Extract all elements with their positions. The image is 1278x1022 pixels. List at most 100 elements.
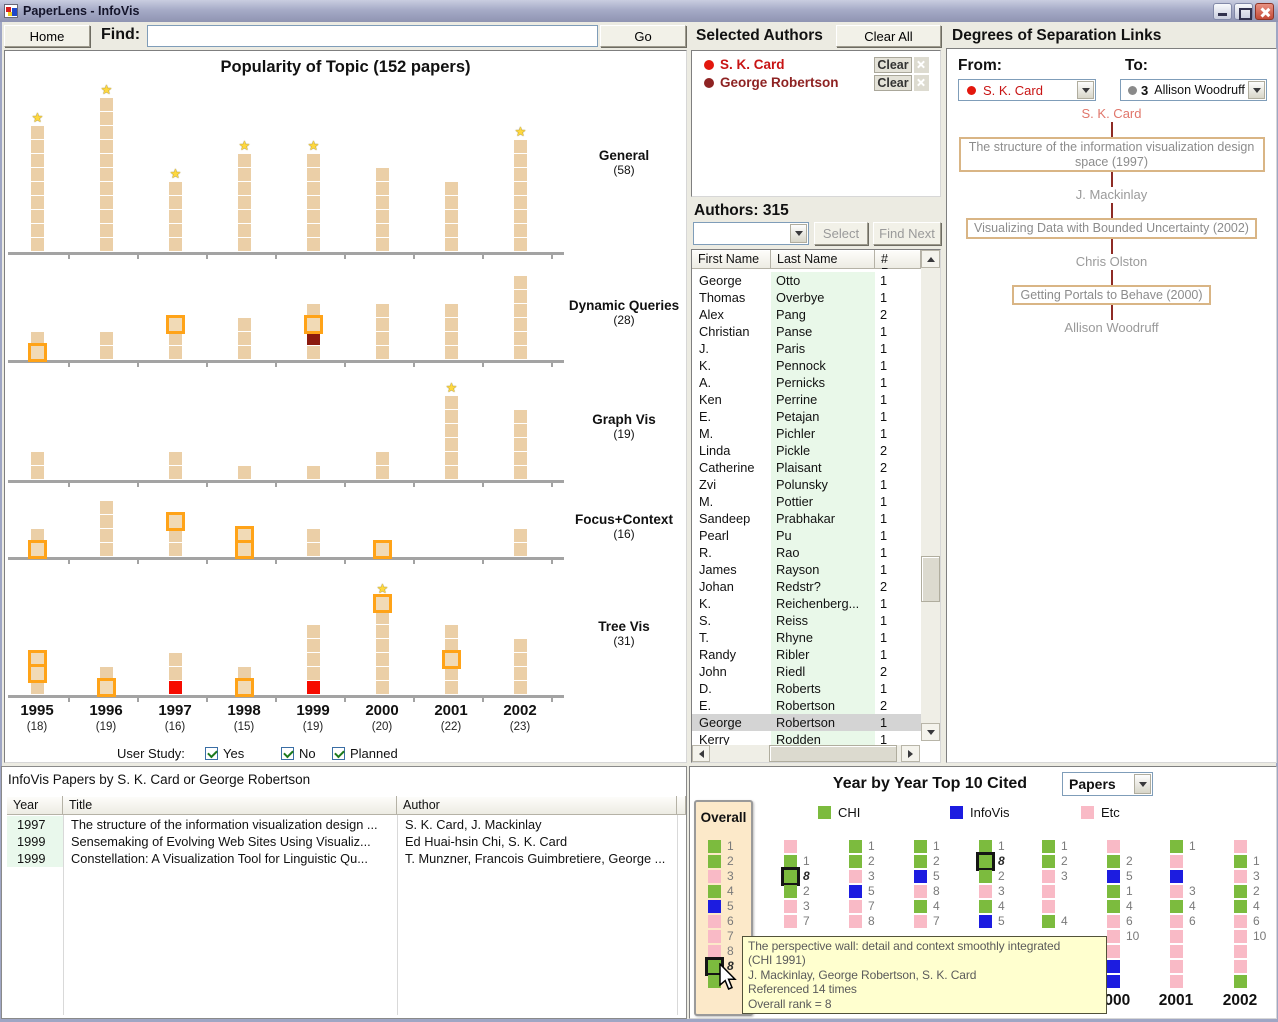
cited-paper-square[interactable] bbox=[1234, 885, 1247, 898]
cited-paper-square[interactable] bbox=[849, 885, 862, 898]
paper-square[interactable] bbox=[376, 332, 389, 345]
cited-paper-square[interactable] bbox=[849, 855, 862, 868]
paper-square[interactable] bbox=[307, 639, 320, 652]
cited-paper-square[interactable] bbox=[1107, 960, 1120, 973]
paper-square[interactable] bbox=[31, 681, 44, 694]
paper-stack[interactable]: ★ bbox=[100, 83, 113, 251]
paper-square[interactable] bbox=[31, 653, 44, 666]
chain-paper[interactable]: The structure of the information visuali… bbox=[958, 137, 1265, 172]
paper-square[interactable] bbox=[100, 154, 113, 167]
paper-square[interactable] bbox=[169, 182, 182, 195]
paper-square[interactable] bbox=[238, 168, 251, 181]
paper-square[interactable] bbox=[169, 196, 182, 209]
papers-column-header[interactable]: Author bbox=[397, 796, 677, 815]
authors-column-header[interactable]: # Pap.. bbox=[875, 250, 921, 280]
paper-square[interactable] bbox=[238, 667, 251, 680]
paper-square[interactable] bbox=[307, 681, 320, 694]
paper-square[interactable] bbox=[100, 182, 113, 195]
paper-square[interactable] bbox=[376, 667, 389, 680]
paper-square[interactable] bbox=[169, 529, 182, 542]
paper-square[interactable] bbox=[307, 625, 320, 638]
cited-paper-square[interactable] bbox=[1107, 855, 1120, 868]
cited-paper-square[interactable] bbox=[1042, 915, 1055, 928]
author-row[interactable]: K. Reichenberg... 1 bbox=[692, 595, 921, 612]
paper-square[interactable] bbox=[100, 681, 113, 694]
author-row[interactable]: Linda Pickle 2 bbox=[692, 442, 921, 459]
paper-square[interactable] bbox=[445, 410, 458, 423]
paper-square[interactable] bbox=[376, 639, 389, 652]
paper-square[interactable] bbox=[307, 529, 320, 542]
paper-square[interactable] bbox=[307, 154, 320, 167]
paper-stack[interactable] bbox=[307, 625, 320, 694]
scroll-left-button[interactable] bbox=[692, 745, 710, 762]
paper-square[interactable] bbox=[307, 667, 320, 680]
cited-paper-square[interactable] bbox=[708, 870, 721, 883]
cited-paper-square[interactable] bbox=[1170, 930, 1183, 943]
cited-paper-square[interactable] bbox=[979, 915, 992, 928]
paper-square[interactable] bbox=[31, 466, 44, 479]
paper-stack[interactable]: ★ bbox=[31, 111, 44, 251]
paper-square[interactable] bbox=[445, 653, 458, 666]
paper-square[interactable] bbox=[307, 543, 320, 556]
cited-paper-square[interactable] bbox=[849, 840, 862, 853]
paper-square[interactable] bbox=[514, 304, 527, 317]
paper-square[interactable] bbox=[445, 681, 458, 694]
paper-stack[interactable] bbox=[514, 529, 527, 556]
cited-paper-square[interactable] bbox=[1234, 900, 1247, 913]
paper-square[interactable] bbox=[31, 529, 44, 542]
paper-square[interactable] bbox=[514, 168, 527, 181]
paper-square[interactable] bbox=[514, 667, 527, 680]
paper-square[interactable] bbox=[238, 543, 251, 556]
cited-paper-square[interactable] bbox=[784, 885, 797, 898]
author-row[interactable]: Thomas Overbye 1 bbox=[692, 289, 921, 306]
paper-stack[interactable]: ★ bbox=[307, 139, 320, 251]
cited-paper-square[interactable] bbox=[914, 870, 927, 883]
cited-paper-square[interactable] bbox=[914, 900, 927, 913]
paper-square[interactable] bbox=[100, 196, 113, 209]
maximize-button[interactable] bbox=[1234, 3, 1253, 20]
cited-paper-square[interactable] bbox=[708, 900, 721, 913]
paper-stack[interactable] bbox=[238, 667, 251, 694]
paper-square[interactable] bbox=[376, 597, 389, 610]
scrollbar-thumb[interactable] bbox=[921, 556, 940, 602]
cited-paper-square[interactable] bbox=[1107, 915, 1120, 928]
paper-square[interactable] bbox=[445, 210, 458, 223]
paper-square[interactable] bbox=[376, 625, 389, 638]
paper-square[interactable] bbox=[169, 224, 182, 237]
cited-paper-square[interactable] bbox=[1170, 870, 1183, 883]
paper-square[interactable] bbox=[100, 667, 113, 680]
to-combo[interactable]: 3 Allison Woodruff bbox=[1120, 79, 1267, 101]
cited-paper-square[interactable] bbox=[1234, 915, 1247, 928]
cited-paper-square[interactable] bbox=[1042, 840, 1055, 853]
cited-paper-square[interactable] bbox=[1042, 855, 1055, 868]
paper-row[interactable]: 1999 Sensemaking of Evolving Web Sites Us… bbox=[7, 833, 677, 850]
paper-square[interactable] bbox=[31, 168, 44, 181]
paper-square[interactable] bbox=[514, 529, 527, 542]
paper-stack[interactable] bbox=[31, 452, 44, 479]
paper-square[interactable] bbox=[376, 346, 389, 359]
h-scrollbar-thumb[interactable] bbox=[769, 745, 897, 762]
paper-square[interactable] bbox=[307, 653, 320, 666]
scroll-up-button[interactable] bbox=[921, 250, 940, 268]
paper-square[interactable] bbox=[238, 224, 251, 237]
authors-column-header[interactable]: First Name bbox=[692, 250, 771, 269]
cited-paper-square[interactable] bbox=[1170, 855, 1183, 868]
paper-square[interactable] bbox=[169, 543, 182, 556]
paper-square[interactable] bbox=[376, 182, 389, 195]
go-button[interactable]: Go bbox=[600, 25, 686, 47]
cited-paper-square[interactable] bbox=[1170, 945, 1183, 958]
paper-stack[interactable] bbox=[445, 625, 458, 694]
author-row[interactable]: A. Pernicks 1 bbox=[692, 374, 921, 391]
paper-square[interactable] bbox=[514, 452, 527, 465]
author-row[interactable]: E. Robertson 2 bbox=[692, 697, 921, 714]
cited-paper-square[interactable] bbox=[849, 870, 862, 883]
cited-paper-square[interactable] bbox=[1234, 930, 1247, 943]
paper-square[interactable] bbox=[169, 653, 182, 666]
author-row[interactable]: Sandeep Prabhakar 1 bbox=[692, 510, 921, 527]
minimize-button[interactable] bbox=[1213, 3, 1232, 20]
cited-paper-square[interactable] bbox=[1107, 900, 1120, 913]
paper-square[interactable] bbox=[31, 543, 44, 556]
paper-square[interactable] bbox=[445, 182, 458, 195]
paper-square[interactable] bbox=[31, 452, 44, 465]
author-row[interactable]: T. Rhyne 1 bbox=[692, 629, 921, 646]
